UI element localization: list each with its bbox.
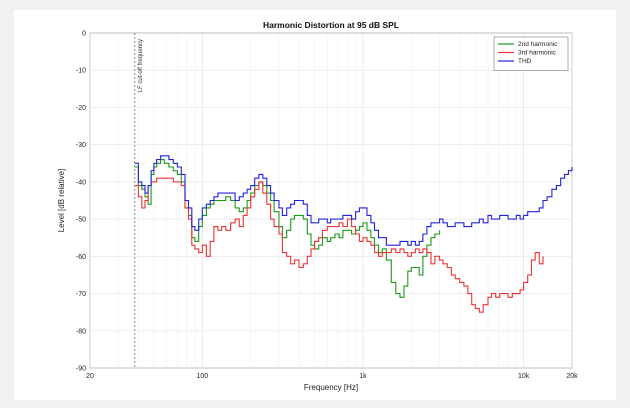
legend-entry-2: 3rd harmonic — [518, 50, 557, 57]
harmonic-distortion-chart: LF cut-off frequency 20 100 1k 10k 20k 0 -10 -… — [14, 10, 616, 400]
plot-area — [89, 32, 573, 369]
y-tick-label: -10 — [76, 68, 86, 75]
y-tick-label: -30 — [76, 142, 86, 149]
legend-box — [493, 36, 569, 71]
series-line-3 — [134, 155, 573, 246]
series-line-1 — [134, 159, 441, 298]
y-tick-label: 0 — [82, 31, 86, 38]
y-tick-label: -20 — [76, 105, 86, 112]
chart-figure: LF cut-off frequency 20 100 1k 10k 20k 0 -10 -… — [14, 10, 616, 400]
y-tick-labels: 0 -10 -20 -30 -40 -50 -60 -70 -80 -90 — [76, 31, 86, 373]
series-line-2 — [134, 177, 544, 313]
lf-cutoff-label: LF cut-off frequency — [138, 39, 144, 92]
x-tick-labels: 20 100 1k 10k 20k — [86, 373, 578, 380]
series-lines — [134, 155, 573, 313]
x-tick-label: 1k — [359, 373, 367, 380]
y-tick-label: -60 — [76, 254, 86, 261]
y-tick-label: -50 — [76, 217, 86, 224]
y-tick-label: -80 — [76, 328, 86, 335]
legend-entry-1: 2nd harmonic — [518, 41, 558, 48]
chart-title: Harmonic Distortion at 95 dB SPL — [263, 20, 399, 30]
y-tick-label: -40 — [76, 179, 86, 186]
annotations: LF cut-off frequency — [134, 33, 144, 368]
x-axis-label: Frequency [Hz] — [304, 383, 358, 392]
x-tick-label: 10k — [518, 373, 530, 380]
legend-entry-3: THD — [518, 58, 532, 65]
x-tick-label: 20 — [86, 373, 94, 380]
x-tick-label: 100 — [196, 373, 208, 380]
x-tick-label: 20k — [566, 373, 578, 380]
y-tick-label: -90 — [76, 366, 86, 373]
y-tick-label: -70 — [76, 291, 86, 298]
y-axis-label: Level [dB relative] — [57, 169, 66, 233]
